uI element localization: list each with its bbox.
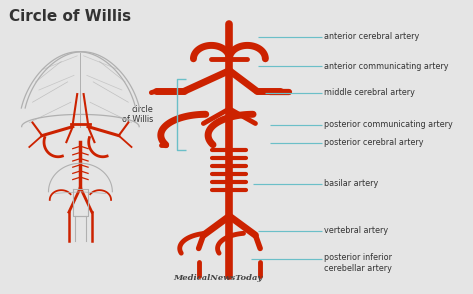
Text: circle
of Willis: circle of Willis [123,105,154,124]
Text: posterior cerebral artery: posterior cerebral artery [324,138,423,147]
Text: Circle of Willis: Circle of Willis [9,9,131,24]
Text: posterior communicating artery: posterior communicating artery [324,121,453,129]
Text: vertebral artery: vertebral artery [324,226,388,235]
Text: anterior communicating artery: anterior communicating artery [324,62,448,71]
Text: posterior inferior
cerebellar artery: posterior inferior cerebellar artery [324,253,392,273]
Text: basilar artery: basilar artery [324,179,378,188]
Text: middle cerebral artery: middle cerebral artery [324,88,415,97]
Text: anterior cerebral artery: anterior cerebral artery [324,32,419,41]
Text: MedicalNewsToday: MedicalNewsToday [173,274,262,282]
